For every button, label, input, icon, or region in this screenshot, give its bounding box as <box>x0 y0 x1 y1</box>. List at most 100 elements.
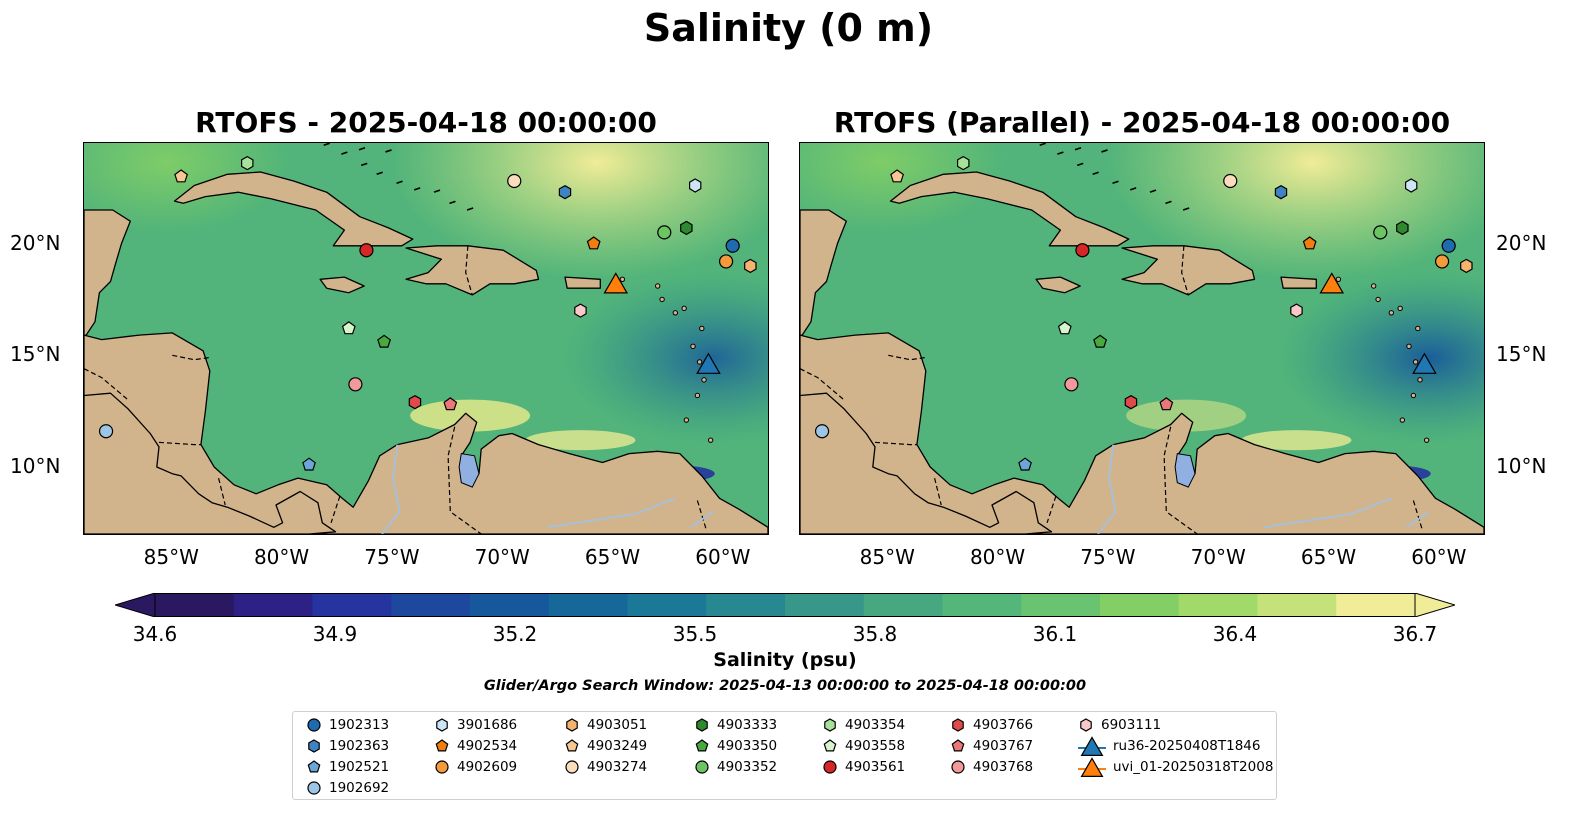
pentagon-marker-icon <box>307 760 321 773</box>
left-lon-tick-label: 85°W <box>143 545 199 569</box>
hexagon-marker-icon <box>952 718 964 732</box>
legend-item: uvi_01-20250318T2008 <box>1077 757 1273 777</box>
legend-label: uvi_01-20250318T2008 <box>1113 759 1274 775</box>
island-5 <box>1399 417 1406 423</box>
legend-shape <box>695 739 709 752</box>
legend-item: 4903350 <box>693 736 777 756</box>
bahamas-key-8 <box>1182 207 1190 211</box>
pentagon-marker-icon <box>823 739 837 752</box>
island-7 <box>1370 283 1377 289</box>
legend-label: 4903352 <box>717 759 778 775</box>
bahamas-key-9 <box>1074 146 1082 151</box>
legend-label: ru36-20250408T1846 <box>1113 738 1261 754</box>
legend-shape <box>566 718 578 732</box>
river-0 <box>381 444 401 534</box>
legend-label: 4902534 <box>457 738 518 754</box>
legend-shape <box>307 718 321 732</box>
legend-label: 3901686 <box>457 717 518 733</box>
country-border-4 <box>330 495 341 523</box>
legend-item: 4902534 <box>433 736 517 756</box>
right-lon-tick-label: 70°W <box>1190 545 1246 569</box>
float-4903051 <box>744 258 757 274</box>
bahamas-key-6 <box>1149 189 1157 193</box>
land-puerto-rico <box>1280 276 1317 289</box>
island-11 <box>681 305 687 312</box>
island-10 <box>1388 310 1395 316</box>
country-border-6 <box>696 500 707 530</box>
left-lon-tick-label: 60°W <box>695 545 751 569</box>
float-1902521 <box>1018 457 1032 471</box>
legend-shape <box>951 739 965 752</box>
legend-shape <box>565 739 579 752</box>
hexagon-marker-icon <box>566 718 578 732</box>
land-jamaica <box>319 276 365 294</box>
right-lat-tick-label: 15°N <box>1496 342 1547 367</box>
river-1 <box>547 497 676 529</box>
colorbar-tick-label: 36.1 <box>1032 622 1078 646</box>
float-4903051 <box>1460 258 1473 274</box>
legend-label: 4903051 <box>587 717 648 733</box>
float-4903354 <box>241 155 254 171</box>
left-lat-tick-label: 15°N <box>10 342 61 367</box>
float-6903111 <box>574 303 587 318</box>
float-1902692 <box>98 424 114 439</box>
legend-label: 4903354 <box>845 717 906 733</box>
colorbar-segment <box>627 593 707 617</box>
float-4903767 <box>443 397 458 411</box>
legend-item: 4903274 <box>563 757 647 777</box>
colorbar-segment <box>155 593 235 617</box>
circle-marker-icon <box>823 760 837 774</box>
legend-shape <box>952 718 964 732</box>
float-4903558 <box>341 321 356 335</box>
legend-item: 1902692 <box>305 778 389 798</box>
colorbar-segment <box>548 593 628 617</box>
float-4903561 <box>1075 243 1090 258</box>
colorbar-segment <box>863 593 943 617</box>
colorbar-frame <box>154 593 1416 617</box>
colorbar-segment <box>470 593 550 617</box>
float-4903249 <box>890 169 905 183</box>
bahamas-key-4 <box>396 180 403 184</box>
country-border-5 <box>447 426 482 534</box>
legend-item: 1902521 <box>305 757 389 777</box>
float-legend: 1902313 1902363 1902521 1902692 3901686 49025… <box>292 711 1277 800</box>
hexagon-marker-icon <box>436 718 448 732</box>
land-central-america <box>84 332 768 534</box>
colorbar-extend-high <box>1414 592 1457 618</box>
legend-shape <box>695 760 709 774</box>
island-9 <box>659 296 665 303</box>
bahamas-key-2 <box>1076 162 1084 167</box>
land-central-america <box>800 332 1484 534</box>
float-4903333 <box>680 220 693 236</box>
colorbar-tick-label: 35.5 <box>672 622 718 646</box>
land-puerto-rico <box>564 276 601 289</box>
legend-shape <box>307 760 321 773</box>
float-4902534 <box>586 236 601 250</box>
legend-label: 4903558 <box>845 738 906 754</box>
land-cuba <box>173 171 414 247</box>
island-8 <box>1335 276 1342 282</box>
float-4903352 <box>1373 225 1388 240</box>
upwelling-high-salinity <box>1126 399 1247 432</box>
land-jamaica <box>1035 276 1081 294</box>
float-4903274 <box>1223 173 1238 189</box>
float-4903350 <box>377 334 392 348</box>
float-4903354 <box>957 155 970 171</box>
hexagon-marker-icon <box>696 718 708 732</box>
legend-item: 4903333 <box>693 715 777 735</box>
island-5 <box>683 417 690 423</box>
legend-item: 4903558 <box>821 736 905 756</box>
island-9 <box>1375 296 1381 303</box>
land-hispaniola <box>405 245 540 296</box>
legend-item: 4903352 <box>693 757 777 777</box>
colorbar-graphic <box>113 592 1457 618</box>
float-uvi_01-20250318T2008 <box>1319 272 1345 294</box>
float-4903768 <box>348 377 363 392</box>
legend-label: 4903768 <box>973 759 1034 775</box>
hexagon-marker-icon <box>1080 718 1092 732</box>
island-6 <box>1423 437 1430 443</box>
country-border-7 <box>465 245 473 296</box>
legend-shape <box>1080 718 1092 732</box>
colorbar-segment <box>706 593 786 617</box>
colorbar-segment <box>1336 593 1416 617</box>
